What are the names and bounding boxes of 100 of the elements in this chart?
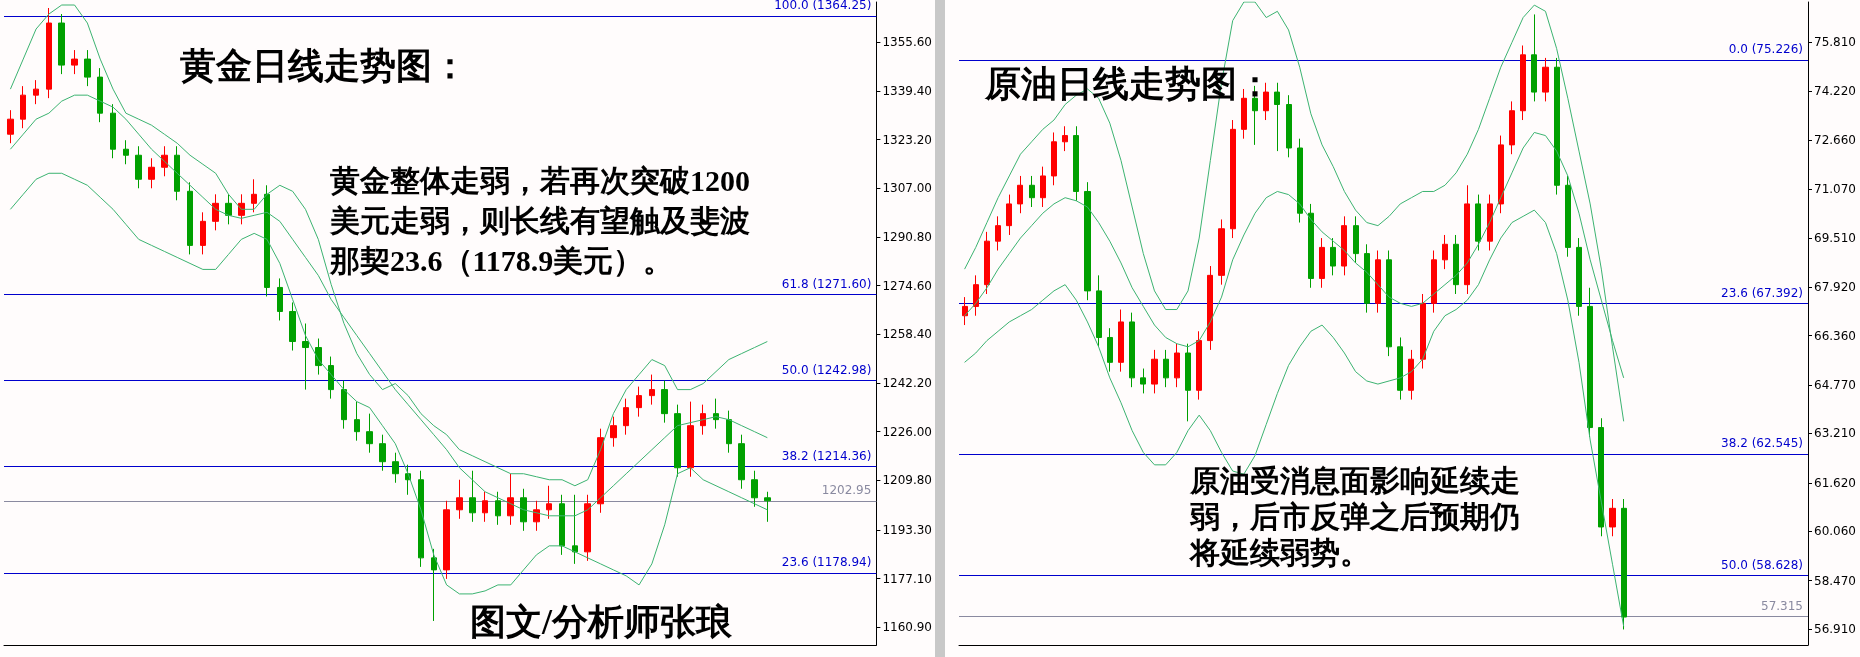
candlestick — [1621, 498, 1627, 630]
candlestick — [1051, 131, 1057, 186]
candlestick — [33, 79, 39, 105]
candlestick — [366, 413, 373, 454]
candlestick — [1096, 274, 1102, 348]
annotation: 原油受消息面影响延续走弱，后市反弹之后预期仍将延续弱势。 — [1188, 463, 1520, 569]
y-tick-label: 1323.20 — [882, 132, 932, 147]
candlestick — [520, 488, 527, 532]
y-tick-label: 1177.10 — [882, 571, 932, 586]
candlestick — [1520, 44, 1526, 121]
candlestick — [1029, 175, 1035, 208]
ref-line-label: 50.0 (58.628) — [1721, 557, 1803, 572]
candlestick — [1140, 368, 1146, 394]
candlestick — [1230, 119, 1236, 239]
candlestick — [84, 49, 91, 87]
ref-line-label: 50.0 (1242.98) — [781, 362, 872, 377]
candlestick — [123, 139, 129, 165]
candlestick — [1017, 175, 1023, 214]
candlestick — [1475, 194, 1481, 251]
annotation: 黄金整体走弱，若再次突破1200美元走弱，则长线有望触及斐波那契23.6（1178.9美元）。 — [329, 163, 750, 277]
candlestick — [984, 231, 990, 295]
text: 原油日线走势图： — [984, 64, 1273, 104]
candlestick — [187, 181, 193, 255]
line-series — [964, 209, 1625, 627]
y-tick-label: 69.510 — [1814, 230, 1856, 245]
candlestick — [469, 470, 476, 523]
candlestick — [1040, 166, 1046, 208]
candlestick — [1107, 327, 1113, 373]
candlestick — [572, 494, 578, 565]
ref-line-label: 38.2 (62.545) — [1721, 435, 1803, 450]
candlestick — [225, 193, 232, 225]
y-tick-label: 1160.90 — [882, 620, 932, 635]
candlestick — [584, 494, 591, 562]
candlestick — [1554, 57, 1560, 196]
candlestick — [1464, 184, 1470, 295]
candlestick — [7, 109, 14, 144]
candlestick — [1129, 312, 1135, 388]
candlestick — [212, 193, 219, 231]
y-tick-label: 74.220 — [1814, 84, 1856, 99]
candlestick — [431, 548, 437, 622]
candlestick — [1084, 181, 1091, 301]
ref-line-label: 23.6 (1178.94) — [781, 555, 872, 570]
candlestick — [1006, 194, 1012, 236]
candlestick — [1163, 349, 1169, 388]
candlestick — [1498, 135, 1504, 214]
candlestick — [1341, 215, 1347, 276]
candlestick — [238, 193, 245, 225]
y-tick-label: 1193.30 — [882, 522, 932, 537]
y-tick-label: 1290.80 — [882, 229, 932, 244]
candlestick — [148, 157, 155, 189]
candlestick — [1073, 125, 1079, 202]
candlestick — [1330, 237, 1336, 276]
candlestick — [482, 491, 488, 523]
candlestick — [97, 67, 103, 123]
candlestick — [1609, 498, 1616, 537]
y-tick-label: 1226.00 — [882, 424, 932, 439]
y-tick-label: 71.070 — [1814, 182, 1856, 197]
candlestick — [289, 301, 296, 352]
ref-line-label: 38.2 (1214.36) — [781, 448, 872, 463]
y-tick-label: 56.910 — [1814, 622, 1856, 637]
candlestick — [1576, 237, 1582, 317]
ref-line-label: 100.0 (1364.25) — [774, 0, 872, 13]
ref-line-label: 61.8 (1271.60) — [781, 276, 872, 291]
candlestick — [315, 338, 322, 376]
candlestick — [302, 323, 309, 391]
candlestick — [110, 103, 116, 159]
candlestick — [1263, 82, 1269, 121]
ref-line-label: 23.6 (67.392) — [1721, 285, 1803, 300]
candlestick — [995, 215, 1001, 251]
candlestick — [674, 404, 681, 478]
candlestick — [1353, 215, 1359, 264]
candlestick — [418, 470, 424, 568]
annotation: 图文/分析师张琅 — [470, 602, 733, 642]
candlestick — [1442, 234, 1448, 270]
candlestick — [251, 178, 257, 213]
candlestick — [1408, 349, 1414, 401]
y-tick-label: 1209.80 — [882, 473, 932, 488]
candlestick — [58, 13, 65, 75]
candlestick — [1118, 309, 1124, 373]
candlestick — [1308, 203, 1314, 289]
candlestick — [700, 404, 706, 436]
y-tick-label: 1274.60 — [882, 278, 932, 293]
candlestick — [738, 434, 745, 490]
candlestick — [1364, 243, 1370, 314]
candlestick — [1453, 234, 1459, 295]
candlestick — [135, 145, 142, 189]
candlestick — [1297, 138, 1303, 224]
candlestick — [1375, 250, 1381, 314]
candlestick — [597, 428, 604, 514]
y-tick-label: 75.810 — [1814, 35, 1856, 50]
candlestick — [649, 374, 655, 406]
candlestick — [751, 470, 758, 508]
y-tick-label: 1307.00 — [882, 181, 932, 196]
candlestick — [559, 494, 565, 556]
candlestick — [71, 49, 78, 75]
candlestick — [1598, 417, 1604, 537]
candlestick — [636, 386, 642, 418]
candlestick — [264, 184, 270, 297]
y-tick-label: 67.920 — [1814, 280, 1856, 295]
candlestick — [1196, 330, 1202, 401]
